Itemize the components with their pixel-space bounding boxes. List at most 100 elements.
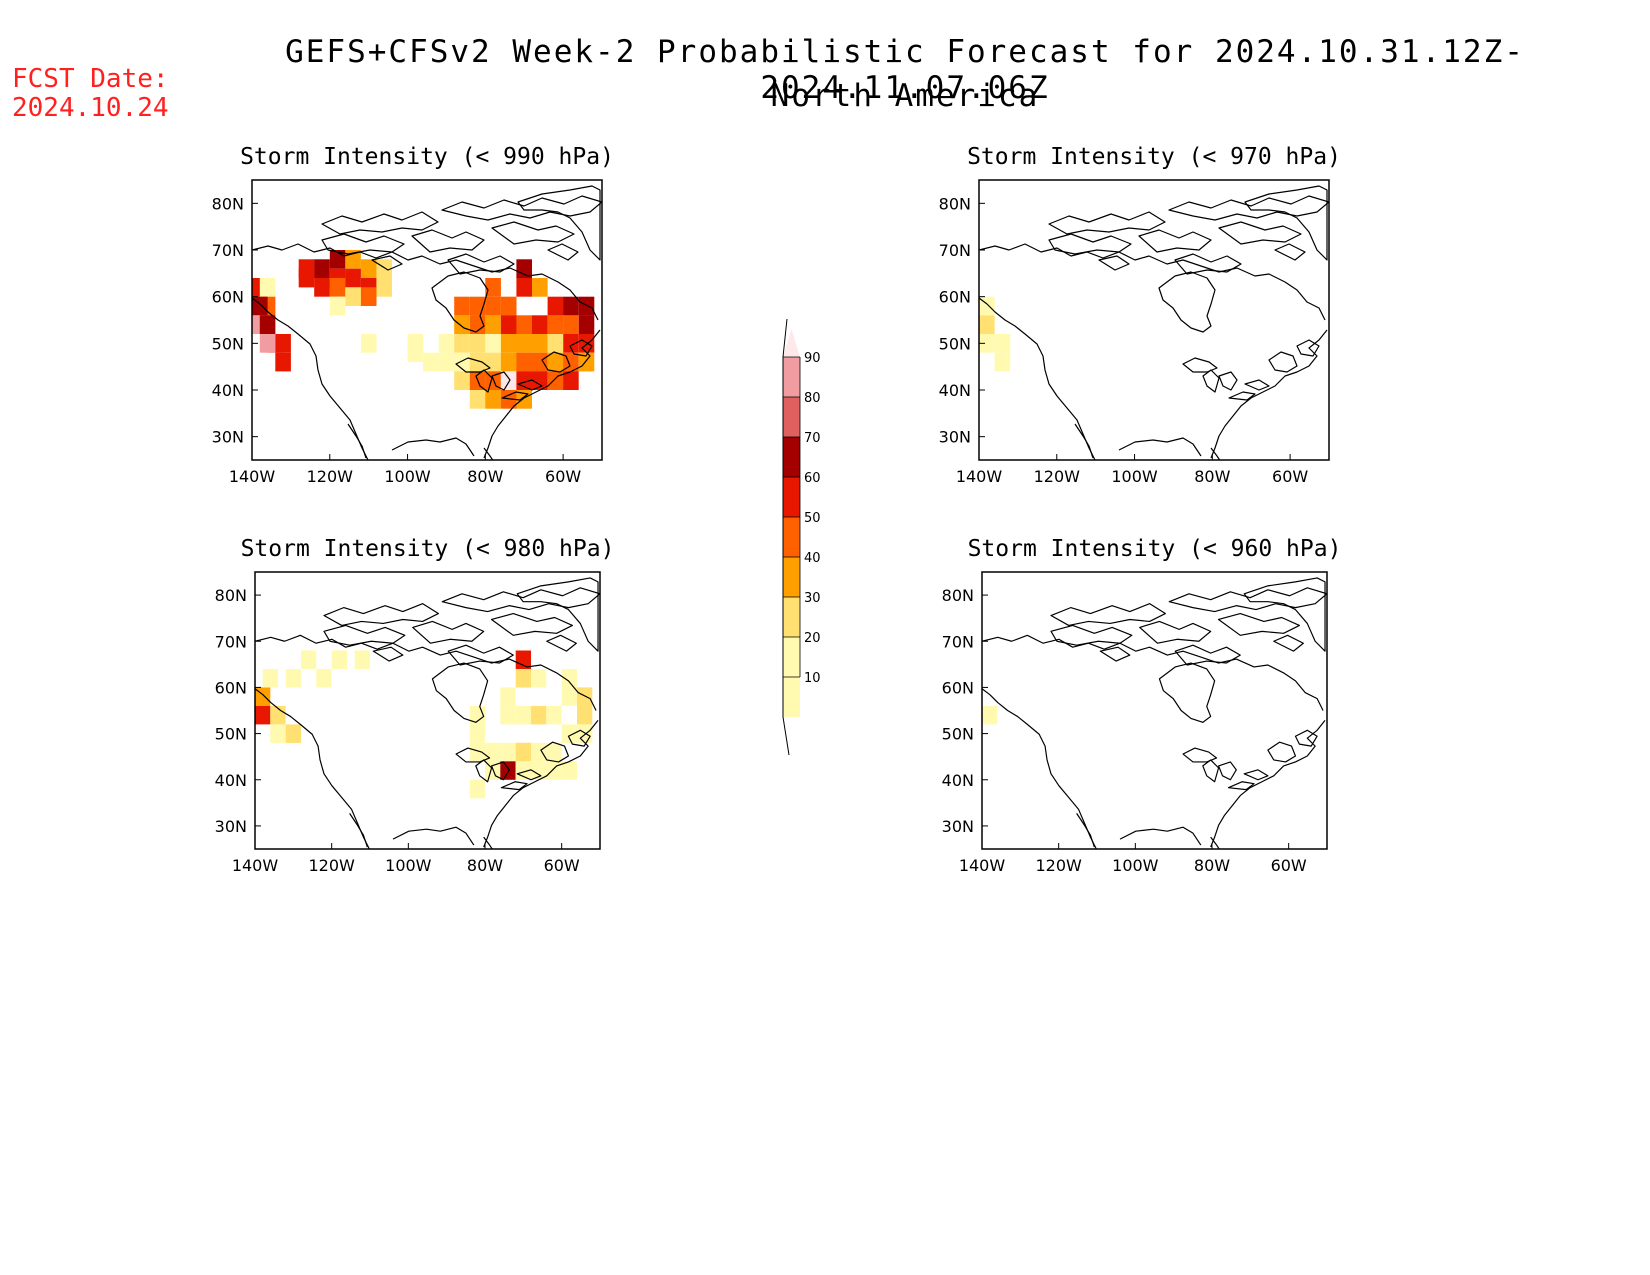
lon-tick-label: 120W (308, 856, 355, 875)
colorbar-label: 70 (804, 431, 821, 446)
colorbar-swatch (783, 357, 800, 397)
prob-cell (515, 742, 531, 762)
prob-cell (500, 761, 516, 780)
map-frame (978, 179, 1330, 461)
prob-cell (485, 334, 501, 353)
prob-cell (563, 296, 579, 316)
colorbar-swatch (783, 597, 800, 637)
lat-tick-label: 30N (939, 428, 971, 447)
prob-cell (469, 352, 486, 372)
prob-cell (354, 650, 370, 669)
prob-cell (546, 742, 562, 762)
prob-cell (500, 352, 517, 372)
lon-tick-label: 120W (1034, 467, 1081, 486)
lon-tick-label: 140W (229, 467, 276, 486)
prob-cell (376, 278, 392, 297)
prob-cell (454, 315, 470, 334)
lat-tick-label: 40N (212, 381, 244, 400)
prob-cell (547, 371, 564, 390)
prob-cell (314, 278, 330, 297)
map-frame (254, 571, 601, 850)
colorbar-swatch (783, 477, 800, 517)
prob-cell (360, 287, 377, 306)
prob-cell (345, 287, 361, 306)
prob-cell (531, 705, 547, 725)
colorbar-swatch (783, 437, 800, 477)
prob-cell (360, 334, 377, 353)
prob-cell (532, 315, 548, 334)
prob-cell (329, 278, 346, 297)
lat-tick-label: 30N (942, 817, 974, 836)
lon-tick-label: 140W (956, 467, 1003, 486)
prob-cell (516, 278, 532, 297)
prob-cell (407, 334, 424, 353)
prob-cell (546, 761, 562, 780)
lon-tick-label: 140W (232, 856, 279, 875)
lon-tick-label: 80W (1194, 467, 1230, 486)
prob-cell (546, 705, 562, 725)
prob-cell (979, 334, 995, 353)
lat-tick-label: 70N (212, 241, 244, 260)
prob-cell (469, 779, 485, 799)
fcst-date-value: 2024.10.24 (12, 93, 169, 123)
prob-cell (500, 705, 516, 725)
colorbar-label: 40 (804, 551, 821, 566)
prob-cell (301, 650, 317, 669)
prob-cell (329, 296, 346, 316)
colorbar-label: 20 (804, 631, 821, 646)
panel-p960: Storm Intensity (< 960 hPa) 140W 120W 100W 8… (942, 536, 1342, 875)
prob-cell (285, 669, 301, 688)
lon-tick-label: 100W (1112, 856, 1159, 875)
prob-cell (994, 334, 1011, 353)
lat-tick-label: 60N (215, 678, 247, 697)
prob-cell (531, 669, 547, 688)
lon-tick-label: 60W (544, 856, 580, 875)
prob-cell (515, 669, 531, 688)
prob-cell (531, 742, 547, 762)
prob-cell (485, 315, 501, 334)
colorbar-label: 30 (804, 591, 821, 606)
prob-cell (270, 724, 286, 743)
prob-cell (516, 352, 532, 372)
prob-cell (577, 687, 593, 706)
prob-cell (331, 650, 347, 669)
prob-cell (563, 315, 579, 334)
lat-tick-label: 60N (212, 288, 244, 307)
lat-tick-label: 70N (939, 241, 971, 260)
prob-cell (547, 315, 564, 334)
prob-cell (578, 352, 595, 372)
prob-cell (531, 761, 547, 780)
prob-cell (547, 352, 564, 372)
colorbar-swatch (783, 557, 800, 597)
prob-cell (500, 315, 517, 334)
colorbar-label: 80 (804, 391, 821, 406)
lat-tick-label: 80N (212, 194, 244, 213)
colorbar-cap (783, 329, 800, 357)
prob-cell (454, 371, 470, 390)
prob-cell (515, 650, 531, 669)
lon-tick-label: 120W (307, 467, 354, 486)
lat-tick-label: 50N (215, 725, 247, 744)
lon-tick-label: 80W (1194, 856, 1230, 875)
prob-cell (994, 352, 1011, 372)
panel-title: Storm Intensity (< 970 hPa) (967, 144, 1341, 170)
colorbar-label: 60 (804, 471, 821, 486)
lat-tick-label: 70N (942, 632, 974, 651)
prob-cell (285, 724, 301, 743)
prob-cell (982, 705, 998, 725)
prob-cell (578, 296, 595, 316)
panel-title: Storm Intensity (< 960 hPa) (968, 536, 1342, 562)
figure-subtitle: North America (770, 78, 1040, 114)
prob-cell (979, 315, 995, 334)
prob-cell (532, 371, 548, 390)
panel-title: Storm Intensity (< 980 hPa) (241, 536, 615, 562)
lon-tick-label: 60W (1272, 467, 1308, 486)
prob-cell (259, 315, 276, 334)
prob-cell (485, 278, 501, 297)
prob-cell (577, 724, 593, 743)
lon-tick-label: 60W (545, 467, 581, 486)
prob-cell (345, 268, 361, 288)
lat-tick-label: 40N (215, 771, 247, 790)
prob-cell (275, 352, 291, 372)
lat-tick-label: 80N (942, 586, 974, 605)
